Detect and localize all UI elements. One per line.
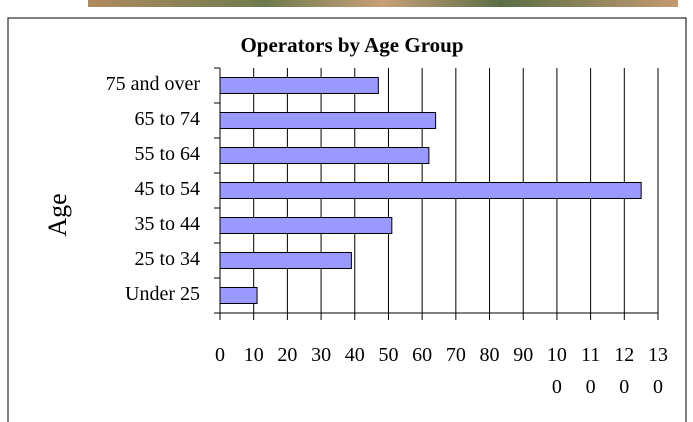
bar (220, 183, 641, 199)
x-tick-label: 100 (545, 339, 569, 403)
x-tick-label: 60 (410, 339, 434, 371)
x-tick-label: 30 (309, 339, 333, 371)
bar (220, 253, 351, 269)
y-tick-label: 25 to 34 (134, 248, 200, 270)
x-tick-label: 70 (444, 339, 468, 371)
bar (220, 218, 392, 234)
x-tick-label: 110 (579, 339, 603, 403)
x-tick-label: 120 (612, 339, 636, 403)
x-tick-label: 130 (646, 339, 670, 403)
x-tick-label: 90 (511, 339, 535, 371)
y-tick-label: 35 to 44 (134, 213, 200, 235)
x-tick-label: 80 (478, 339, 502, 371)
x-tick-label: 20 (275, 339, 299, 371)
x-tick-label: 0 (208, 339, 232, 371)
header-image (88, 0, 678, 7)
y-tick-label: 55 to 64 (134, 143, 200, 165)
bar (220, 148, 429, 164)
x-tick-label: 50 (376, 339, 400, 371)
y-axis-label: Age (43, 193, 72, 236)
bar (220, 78, 378, 94)
y-tick-label: 45 to 54 (134, 178, 200, 200)
page: Operators by Age Group Age Under 25 25 to… (0, 0, 693, 422)
x-tick-label: 10 (242, 339, 266, 371)
x-tick-label: 40 (343, 339, 367, 371)
bar (220, 288, 257, 304)
y-tick-label: 75 and over (106, 73, 201, 95)
chart-title: Operators by Age Group (240, 33, 463, 57)
y-tick-label: Under 25 (125, 283, 200, 305)
bar (220, 113, 436, 129)
y-tick-label: 65 to 74 (134, 108, 200, 130)
